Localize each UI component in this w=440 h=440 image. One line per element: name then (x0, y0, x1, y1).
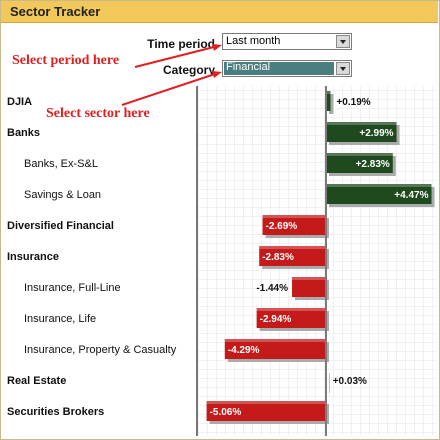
category-select[interactable]: Financial (222, 60, 352, 77)
annotation-select-sector: Select sector here (46, 106, 150, 121)
bar-insurance (259, 246, 326, 266)
bar-highlight (326, 122, 397, 125)
value-label-savings-loan: +4.47% (394, 190, 428, 201)
bar-highlight (259, 246, 326, 249)
row-label-insurance-life: Insurance, Life (24, 313, 96, 325)
bar-shadow (329, 373, 330, 393)
arrow-to-category-select (121, 72, 219, 106)
category-value: Financial (226, 61, 271, 73)
bar-diversified-financial (262, 215, 326, 235)
category-label: Category (162, 63, 215, 77)
row-label-diversified-financial: Diversified Financial (7, 220, 114, 232)
title-bar: Sector Tracker (1, 1, 438, 23)
chevron-down-icon[interactable] (336, 35, 350, 48)
row-label-securities-brokers: Securities Brokers (7, 406, 104, 418)
bar-highlight (292, 277, 326, 280)
bar-savings-loan (326, 184, 432, 204)
arrow-head-icon (212, 71, 222, 78)
row-label-savings-loan: Savings & Loan (24, 189, 101, 201)
bar-highlight (326, 184, 432, 187)
value-label-insurance: -2.83% (262, 252, 294, 263)
bar-highlight (224, 339, 326, 342)
value-label-djia: +0.19% (336, 97, 370, 108)
value-label-securities-brokers: -5.06% (210, 407, 242, 418)
row-label-insurance-property-casualty: Insurance, Property & Casualty (24, 344, 177, 356)
value-label-banks-ex-s-l: +2.83% (356, 159, 390, 170)
bar-insurance-life (256, 308, 326, 328)
annotation-arrows (121, 44, 222, 106)
chevron-down-icon[interactable] (336, 62, 350, 75)
value-label-insurance-full-line: -1.44% (256, 283, 288, 294)
bar-highlight (262, 215, 326, 218)
bar-shadow (329, 94, 334, 114)
arrow-to-period-select (134, 45, 219, 68)
value-label-insurance-property-casualty: -4.29% (228, 345, 260, 356)
category-highlight (224, 62, 334, 75)
bar-highlight (326, 153, 393, 156)
value-label-diversified-financial: -2.69% (266, 221, 298, 232)
bar-djia (326, 91, 331, 111)
row-label-insurance: Insurance (7, 251, 59, 263)
value-label-insurance-life: -2.94% (260, 314, 292, 325)
bar-banks (326, 122, 397, 142)
row-label-djia: DJIA (7, 96, 32, 108)
row-label-banks: Banks (7, 127, 40, 139)
bar-insurance-property-casualty (224, 339, 326, 359)
bar-highlight (206, 401, 326, 404)
row-label-real-estate: Real Estate (7, 375, 66, 387)
annotation-select-period: Select period here (12, 53, 120, 68)
bar-highlight (326, 91, 331, 94)
bar-banks-ex-s-l (326, 153, 393, 173)
row-label-insurance-full-line: Insurance, Full-Line (24, 282, 121, 294)
bar-highlight (256, 308, 326, 311)
panel-title: Sector Tracker (10, 4, 101, 19)
value-label-banks: +2.99% (359, 128, 393, 139)
row-label-banks-ex-s-l: Banks, Ex-S&L (24, 158, 98, 170)
arrow-head-icon (212, 44, 222, 51)
time-period-label: Time period (147, 37, 215, 51)
value-label-real-estate: +0.03% (333, 376, 367, 387)
time-period-select[interactable]: Last month (222, 33, 352, 50)
bar-securities-brokers (206, 401, 326, 421)
bar-insurance-full-line (292, 277, 326, 297)
time-period-value: Last month (226, 35, 281, 47)
